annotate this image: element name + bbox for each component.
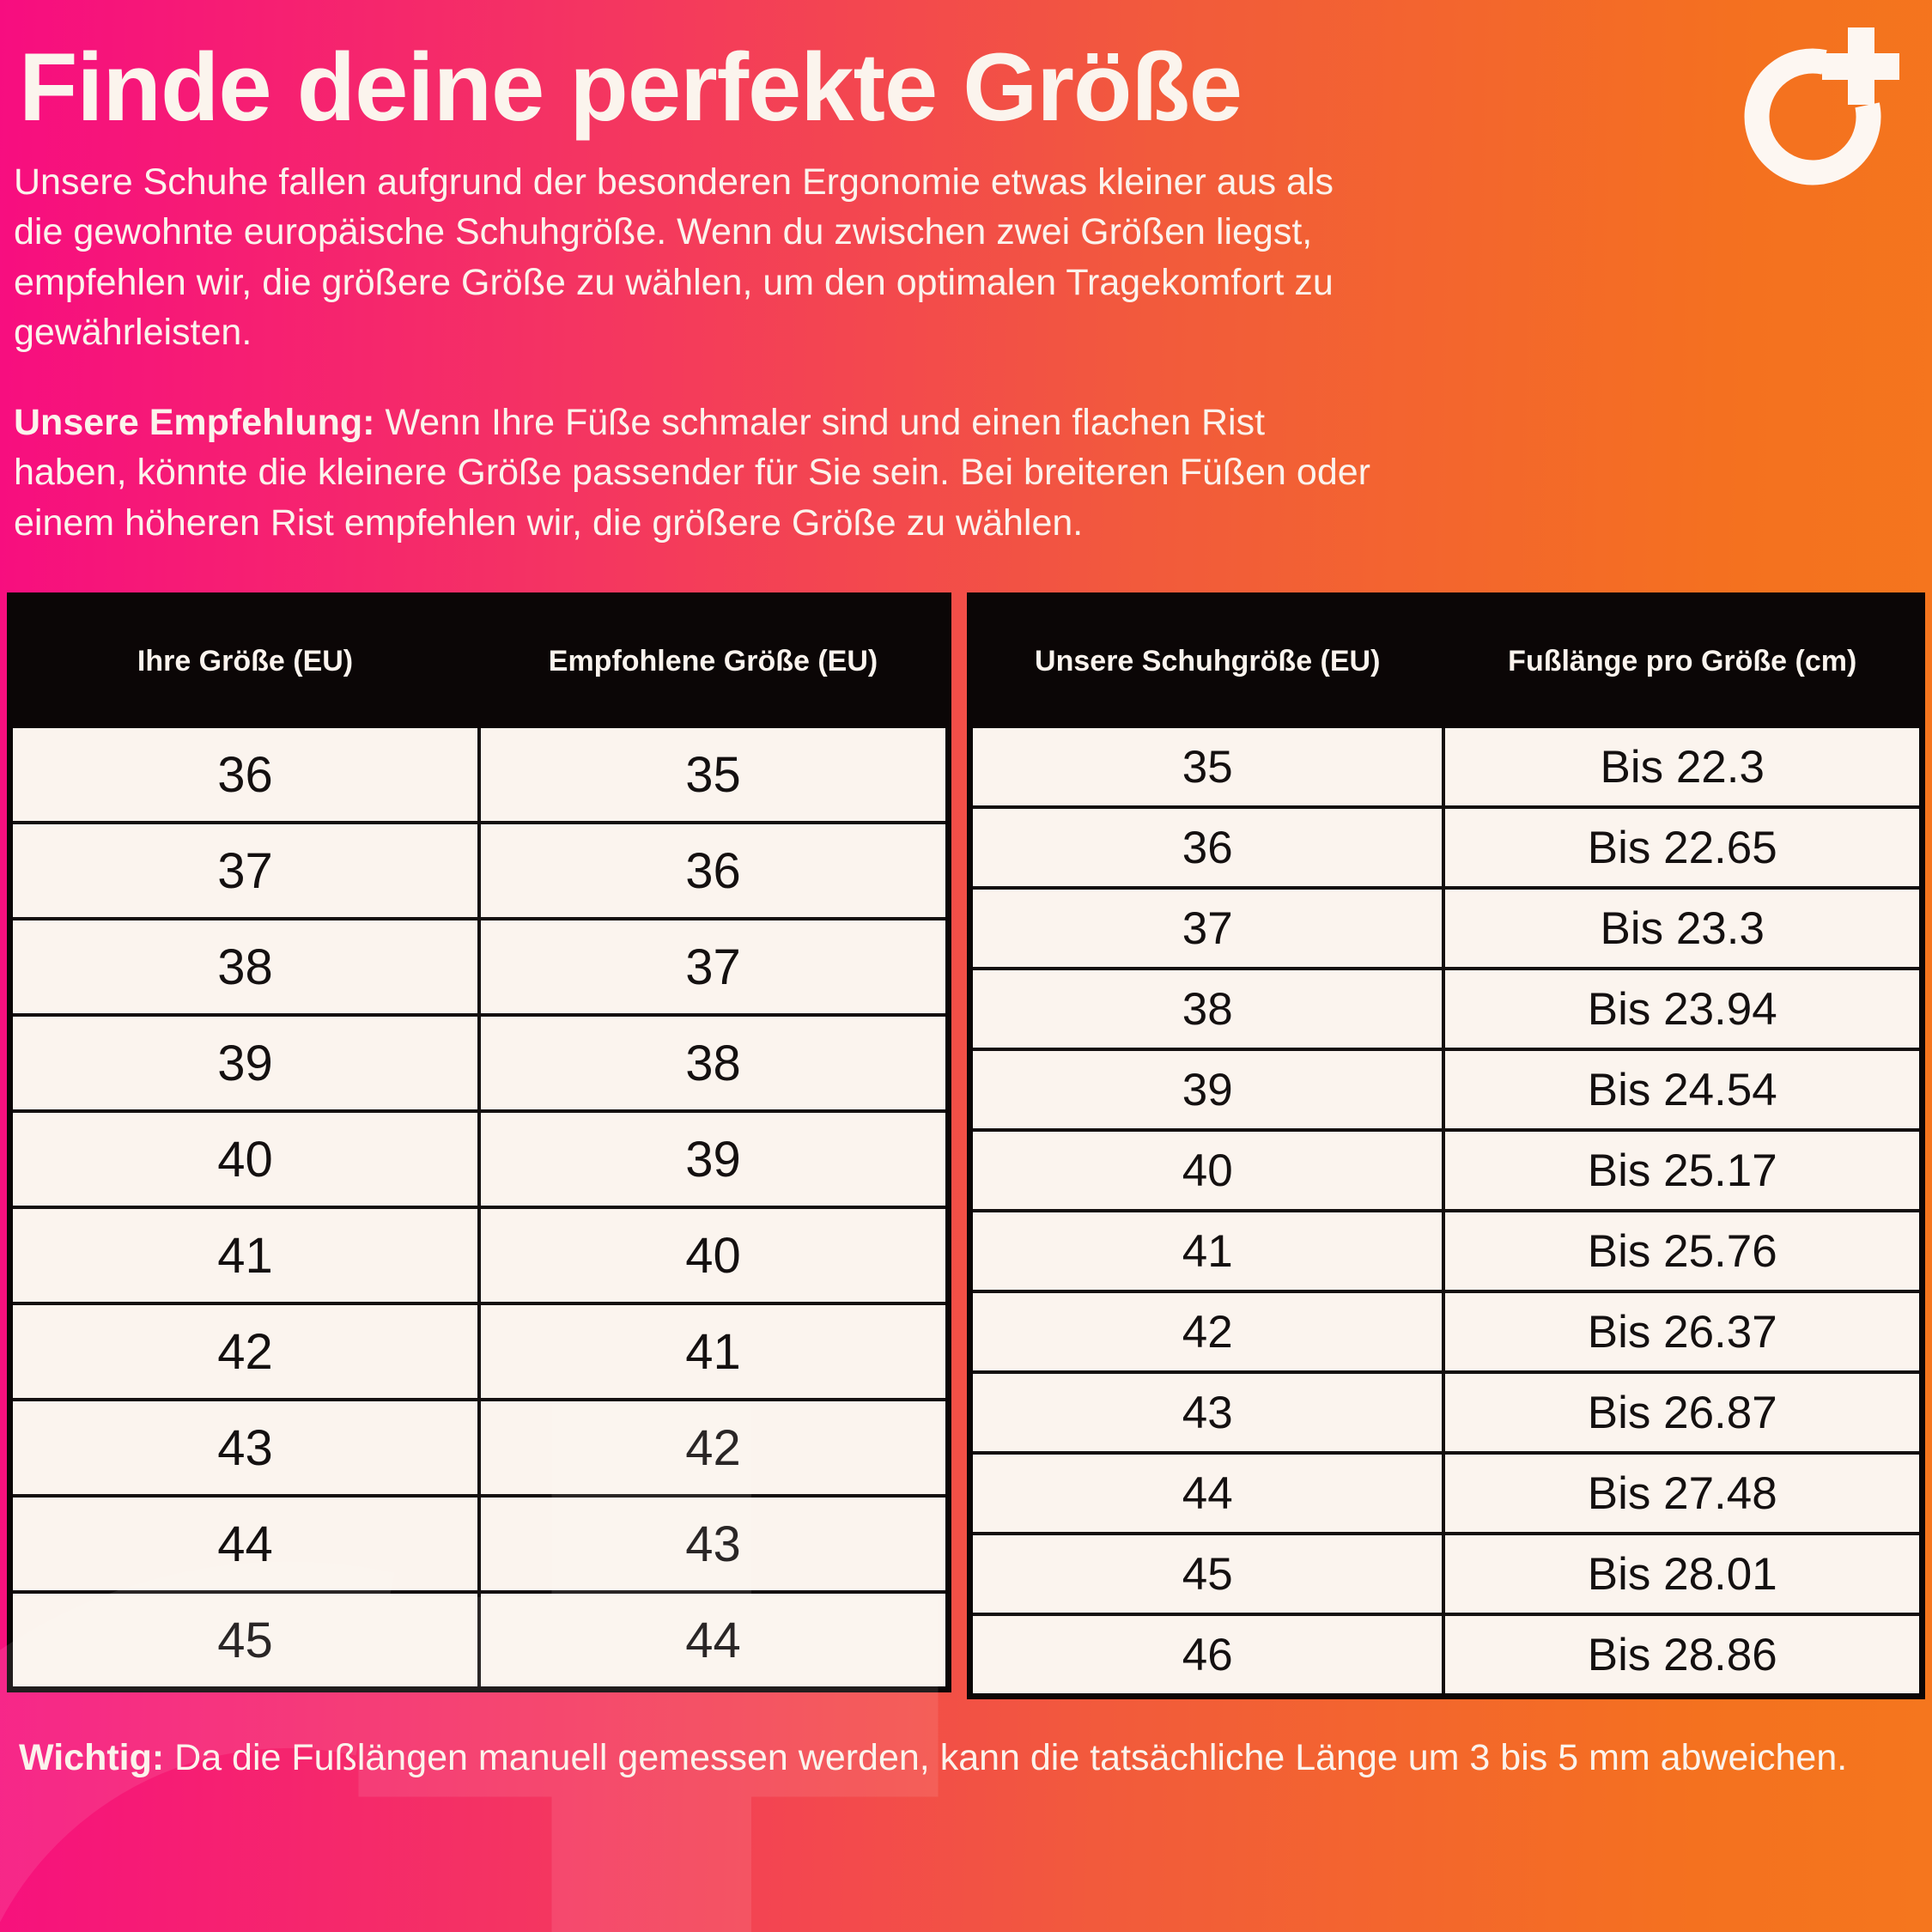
table-cell: 35 bbox=[477, 725, 951, 825]
table-row: 36 Bis 22.65 bbox=[968, 805, 1924, 890]
table-row: 36 35 bbox=[8, 725, 951, 825]
intro-text: Unsere Schuhe fallen aufgrund der besond… bbox=[14, 161, 1334, 354]
column-header-foot-length: Fußlänge pro Größe (cm) bbox=[1442, 593, 1924, 729]
table-cell: Bis 23.3 bbox=[1442, 886, 1924, 971]
table-row: 37 Bis 23.3 bbox=[968, 886, 1924, 971]
table-row: 37 36 bbox=[8, 821, 951, 921]
table-cell: 42 bbox=[477, 1398, 951, 1498]
table-cell: Bis 22.65 bbox=[1442, 805, 1924, 890]
important-note: Wichtig: Da die Fußlängen manuell gemess… bbox=[19, 1733, 1891, 1783]
table-row: 42 41 bbox=[8, 1302, 951, 1402]
table-cell: 40 bbox=[477, 1206, 951, 1306]
table-row: 38 Bis 23.94 bbox=[968, 967, 1924, 1052]
table-cell: 37 bbox=[968, 886, 1446, 971]
column-header-your-size: Ihre Größe (EU) bbox=[8, 593, 481, 729]
table-cell: Bis 22.3 bbox=[1442, 725, 1924, 810]
page-title: Finde deine perfekte Größe bbox=[19, 33, 1242, 141]
table-cell: 46 bbox=[968, 1613, 1446, 1698]
foot-length-table: Unsere Schuhgröße (EU) Fußlänge pro Größ… bbox=[967, 592, 1925, 1700]
table-cell: 41 bbox=[477, 1302, 951, 1402]
table-row: 35 Bis 22.3 bbox=[968, 725, 1924, 810]
table-cell: 36 bbox=[8, 725, 481, 825]
table-cell: 35 bbox=[968, 725, 1446, 810]
table-row: 44 43 bbox=[8, 1494, 951, 1595]
important-note-text: Da die Fußlängen manuell gemessen werden… bbox=[164, 1737, 1848, 1778]
table-cell: Bis 26.37 bbox=[1442, 1290, 1924, 1375]
table-cell: 42 bbox=[968, 1290, 1446, 1375]
table-cell: 42 bbox=[8, 1302, 481, 1402]
table-cell: 43 bbox=[968, 1370, 1446, 1455]
table-row: 43 Bis 26.87 bbox=[968, 1370, 1924, 1455]
table-row: 39 Bis 24.54 bbox=[968, 1048, 1924, 1133]
table-row: 42 Bis 26.37 bbox=[968, 1290, 1924, 1375]
table-cell: 38 bbox=[968, 967, 1446, 1052]
table-row: 40 Bis 25.17 bbox=[968, 1128, 1924, 1213]
table-row: 43 42 bbox=[8, 1398, 951, 1498]
foot-length-table-body: 35 Bis 22.3 36 Bis 22.65 37 Bis 23.3 38 Bis 23.… bbox=[968, 725, 1924, 1698]
table-cell: 45 bbox=[968, 1532, 1446, 1617]
important-note-label: Wichtig: bbox=[19, 1737, 165, 1778]
table-cell: Bis 24.54 bbox=[1442, 1048, 1924, 1133]
table-row: 44 Bis 27.48 bbox=[968, 1451, 1924, 1536]
table-cell: 40 bbox=[968, 1128, 1446, 1213]
table-header-row: Ihre Größe (EU) Empfohlene Größe (EU) bbox=[8, 593, 951, 729]
table-cell: 41 bbox=[968, 1209, 1446, 1294]
table-cell: 39 bbox=[477, 1109, 951, 1210]
table-row: 41 Bis 25.76 bbox=[968, 1209, 1924, 1294]
table-row: 45 44 bbox=[8, 1590, 951, 1692]
table-cell: 36 bbox=[968, 805, 1446, 890]
table-cell: 36 bbox=[477, 821, 951, 921]
table-cell: 44 bbox=[8, 1494, 481, 1595]
brand-logo-icon bbox=[1744, 27, 1899, 185]
table-cell: Bis 25.76 bbox=[1442, 1209, 1924, 1294]
foot-length-table-head: Unsere Schuhgröße (EU) Fußlänge pro Größ… bbox=[968, 593, 1924, 729]
table-cell: Bis 23.94 bbox=[1442, 967, 1924, 1052]
table-row: 38 37 bbox=[8, 917, 951, 1018]
table-cell: 43 bbox=[477, 1494, 951, 1595]
table-cell: Bis 27.48 bbox=[1442, 1451, 1924, 1536]
table-row: 46 Bis 28.86 bbox=[968, 1613, 1924, 1698]
size-conversion-table-body: 36 35 37 36 38 37 39 38 40 39 41 40 42 41 43 42 44 43 45 44 bbox=[8, 725, 951, 1692]
table-row: 45 Bis 28.01 bbox=[968, 1532, 1924, 1617]
column-header-shoe-size: Unsere Schuhgröße (EU) bbox=[968, 593, 1446, 729]
table-row: 41 40 bbox=[8, 1206, 951, 1306]
table-cell: 37 bbox=[477, 917, 951, 1018]
table-cell: 44 bbox=[968, 1451, 1446, 1536]
table-cell: Bis 25.17 bbox=[1442, 1128, 1924, 1213]
table-header-row: Unsere Schuhgröße (EU) Fußlänge pro Größ… bbox=[968, 593, 1924, 729]
recommendation-text: Wenn Ihre Füße schmaler sind und einen f… bbox=[14, 401, 1370, 544]
table-cell: 37 bbox=[8, 821, 481, 921]
table-row: 40 39 bbox=[8, 1109, 951, 1210]
table-cell: Bis 28.86 bbox=[1442, 1613, 1924, 1698]
table-cell: 38 bbox=[477, 1013, 951, 1114]
table-cell: 41 bbox=[8, 1206, 481, 1306]
table-cell: 38 bbox=[8, 917, 481, 1018]
intro-paragraph: Unsere Schuhe fallen aufgrund der besond… bbox=[14, 157, 1379, 358]
table-cell: 45 bbox=[8, 1590, 481, 1692]
table-cell: 40 bbox=[8, 1109, 481, 1210]
table-cell: 44 bbox=[477, 1590, 951, 1692]
recommendation-paragraph: Unsere Empfehlung: Wenn Ihre Füße schmal… bbox=[14, 398, 1379, 548]
recommendation-label: Unsere Empfehlung: bbox=[14, 401, 375, 443]
column-header-recommended-size: Empfohlene Größe (EU) bbox=[477, 593, 951, 729]
tables-section: Ihre Größe (EU) Empfohlene Größe (EU) 36… bbox=[7, 592, 1925, 1700]
table-row: 39 38 bbox=[8, 1013, 951, 1114]
table-cell: 43 bbox=[8, 1398, 481, 1498]
size-conversion-table: Ihre Größe (EU) Empfohlene Größe (EU) 36… bbox=[7, 592, 951, 1693]
table-cell: 39 bbox=[968, 1048, 1446, 1133]
size-conversion-table-head: Ihre Größe (EU) Empfohlene Größe (EU) bbox=[8, 593, 951, 729]
table-cell: 39 bbox=[8, 1013, 481, 1114]
table-cell: Bis 26.87 bbox=[1442, 1370, 1924, 1455]
table-cell: Bis 28.01 bbox=[1442, 1532, 1924, 1617]
